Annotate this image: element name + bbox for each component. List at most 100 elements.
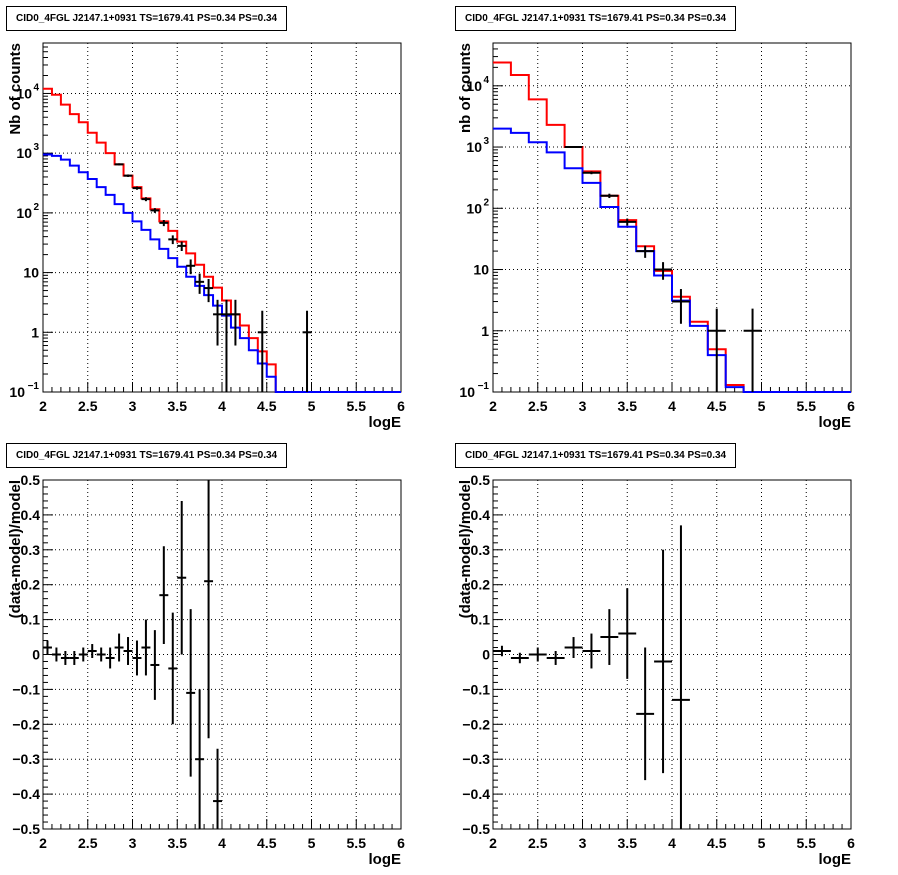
x-tick-label: 3.5 (168, 398, 188, 414)
data-point (654, 549, 672, 774)
plot-frame (492, 42, 852, 393)
x-tick-label: 3 (579, 398, 587, 414)
x-tick-label: 5.5 (347, 835, 367, 851)
y-tick-exponent: 2 (33, 202, 39, 213)
data-point (600, 193, 619, 199)
y-tick-label: −0.2 (12, 716, 40, 732)
x-tick-label: 3 (129, 835, 137, 851)
data-point (743, 308, 762, 392)
data-point (87, 644, 97, 658)
x-axis-label: logE (819, 851, 852, 868)
plot-frame (42, 42, 402, 393)
y-tick-exponent: −1 (478, 381, 490, 392)
data-point (510, 652, 529, 664)
data-point (60, 651, 70, 665)
y-tick-label: 0.4 (471, 507, 491, 523)
x-tick-label: 3 (129, 398, 137, 414)
title-top-right: CID0_4FGL J2147.1+0931 TS=1679.41 PS=0.3… (455, 6, 737, 31)
y-tick-label: 10 (16, 205, 32, 221)
y-tick-label: −0.2 (462, 716, 490, 732)
y-tick-label: 10 (466, 139, 482, 155)
x-tick-label: 3.5 (618, 398, 638, 414)
y-tick-label: 0.5 (471, 472, 491, 488)
y-tick-exponent: 3 (483, 136, 489, 147)
x-tick-label: 2.5 (528, 398, 548, 414)
data-point (493, 645, 511, 657)
x-tick-label: 5 (308, 835, 316, 851)
data-point (213, 299, 222, 346)
y-tick-label: 1 (31, 324, 39, 340)
y-tick-exponent: 2 (483, 197, 489, 208)
y-tick-label: −0.4 (462, 786, 490, 802)
x-tick-label: 5 (758, 835, 766, 851)
data-point (204, 279, 214, 303)
data-point (195, 689, 205, 829)
y-tick-exponent: −1 (28, 381, 40, 392)
x-tick-label: 5.5 (797, 398, 817, 414)
x-tick-label: 4.5 (707, 835, 727, 851)
x-tick-label: 6 (397, 835, 405, 851)
histogram-series-1 (43, 153, 401, 393)
y-tick-label: −0.1 (462, 681, 490, 697)
data-point (636, 647, 655, 781)
data-point (159, 219, 169, 227)
y-tick-label: 0 (482, 647, 490, 663)
x-tick-label: 2 (39, 398, 47, 414)
data-point (222, 299, 231, 392)
x-tick-label: 2 (39, 835, 47, 851)
data-point (150, 208, 160, 213)
data-point (672, 289, 690, 324)
x-tick-label: 3.5 (168, 835, 188, 851)
x-tick-label: 2.5 (78, 398, 98, 414)
title-bottom-right: CID0_4FGL J2147.1+0931 TS=1679.41 PS=0.3… (455, 443, 737, 468)
y-tick-label: 10 (16, 145, 32, 161)
x-axis-label: logE (369, 851, 402, 868)
x-tick-label: 6 (847, 398, 855, 414)
data-point (230, 299, 240, 346)
y-tick-label: 0.3 (471, 542, 491, 558)
data-point (186, 609, 196, 777)
y-tick-label: 10 (16, 85, 32, 101)
x-tick-label: 4.5 (257, 398, 277, 414)
x-tick-label: 2.5 (528, 835, 548, 851)
y-tick-exponent: 3 (33, 142, 39, 153)
y-axis-label: Nb of counts (7, 43, 24, 135)
x-tick-label: 4 (668, 835, 676, 851)
x-tick-label: 5 (308, 398, 316, 414)
data-point (69, 651, 79, 665)
y-tick-label: 0.1 (471, 612, 491, 628)
data-point (186, 259, 196, 275)
data-point (123, 637, 133, 665)
data-point (168, 612, 178, 725)
y-tick-label: 0.3 (21, 542, 41, 558)
data-point (114, 633, 124, 662)
data-point (132, 640, 142, 676)
data-point (195, 273, 205, 294)
x-tick-label: 5.5 (797, 835, 817, 851)
data-point (51, 647, 61, 662)
data-point (132, 186, 142, 190)
data-point (636, 245, 655, 258)
y-tick-exponent: 4 (483, 75, 489, 86)
data-point (141, 619, 151, 676)
title-bottom-left: CID0_4FGL J2147.1+0931 TS=1679.41 PS=0.3… (6, 443, 288, 468)
data-point (204, 480, 214, 739)
data-point (159, 546, 169, 645)
y-tick-label: 10 (466, 200, 482, 216)
data-point (528, 647, 547, 662)
data-point (43, 640, 52, 655)
y-tick-label: 0.2 (21, 577, 41, 593)
x-tick-label: 3.5 (618, 835, 638, 851)
y-tick-label: −0.5 (462, 821, 490, 837)
y-axis-label: nb of counts (457, 43, 474, 133)
y-tick-exponent: 4 (33, 82, 39, 93)
data-point (564, 637, 583, 658)
data-point (114, 163, 124, 166)
data-point (177, 241, 187, 251)
data-point (582, 633, 601, 669)
data-point (618, 218, 637, 226)
